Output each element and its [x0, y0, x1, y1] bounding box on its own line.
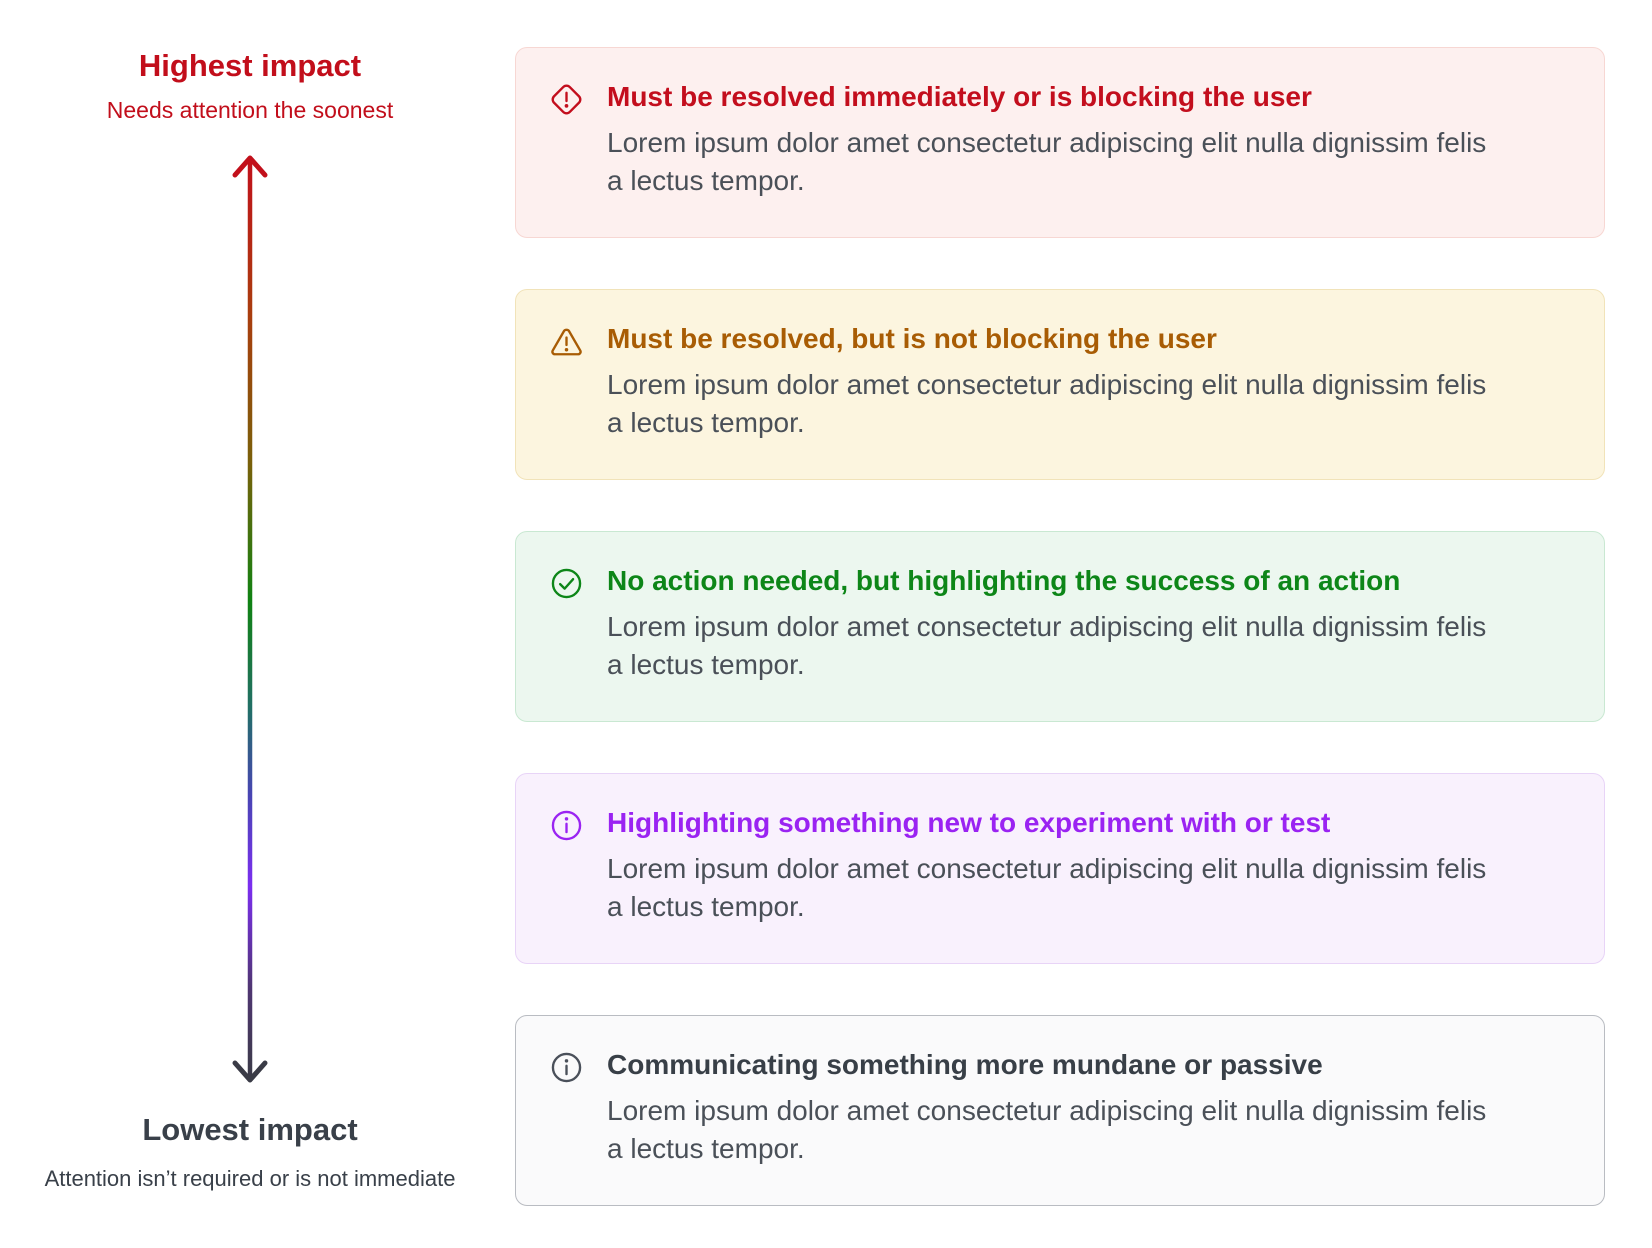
card-text: Communicating something more mundane or …: [607, 1048, 1486, 1168]
card-body: Lorem ipsum dolor amet consectetur adipi…: [607, 369, 1487, 438]
arrow-down-head-icon: [232, 1060, 268, 1083]
alert-card-experiment: Highlighting something new to experiment…: [515, 773, 1605, 964]
card-text: Must be resolved, but is not blocking th…: [607, 322, 1486, 442]
highest-impact-caption: Needs attention the soonest: [106, 97, 394, 123]
alert-card-success: No action needed, but highlighting the s…: [515, 531, 1605, 722]
card-title: No action needed, but highlighting the s…: [607, 565, 1401, 596]
card-title: Must be resolved, but is not blocking th…: [607, 323, 1217, 354]
card-text: No action needed, but highlighting the s…: [607, 564, 1486, 684]
info-circle-icon: [548, 1049, 585, 1086]
check-circle-icon: [548, 565, 585, 602]
card-title: Highlighting something new to experiment…: [607, 807, 1331, 838]
card-body: Lorem ipsum dolor amet consectetur adipi…: [607, 611, 1487, 680]
impact-scale-column: Highest impact Needs attention the soone…: [0, 0, 500, 1248]
card-text: Highlighting something new to experiment…: [607, 806, 1486, 926]
card-body: Lorem ipsum dolor amet consectetur adipi…: [607, 127, 1487, 196]
highest-impact-label: Highest impact: [138, 48, 362, 83]
alert-cards-list: Must be resolved immediately or is block…: [515, 47, 1605, 1206]
alert-card-neutral: Communicating something more mundane or …: [515, 1015, 1605, 1206]
diamond-alert-icon: [548, 81, 585, 118]
alert-card-warning: Must be resolved, but is not blocking th…: [515, 289, 1605, 480]
triangle-warning-icon: [548, 323, 585, 360]
card-title: Communicating something more mundane or …: [607, 1049, 1323, 1080]
info-circle-icon: [548, 807, 585, 844]
card-title: Must be resolved immediately or is block…: [607, 81, 1312, 112]
impact-gradient-arrow: [232, 155, 268, 1083]
arrow-up-head-icon: [232, 155, 268, 178]
lowest-impact-label: Lowest impact: [142, 1112, 358, 1147]
alert-card-critical: Must be resolved immediately or is block…: [515, 47, 1605, 238]
lowest-impact-caption: Attention isn’t required or is not immed…: [44, 1166, 456, 1191]
card-text: Must be resolved immediately or is block…: [607, 80, 1486, 200]
card-body: Lorem ipsum dolor amet consectetur adipi…: [607, 1095, 1487, 1164]
card-body: Lorem ipsum dolor amet consectetur adipi…: [607, 853, 1487, 922]
